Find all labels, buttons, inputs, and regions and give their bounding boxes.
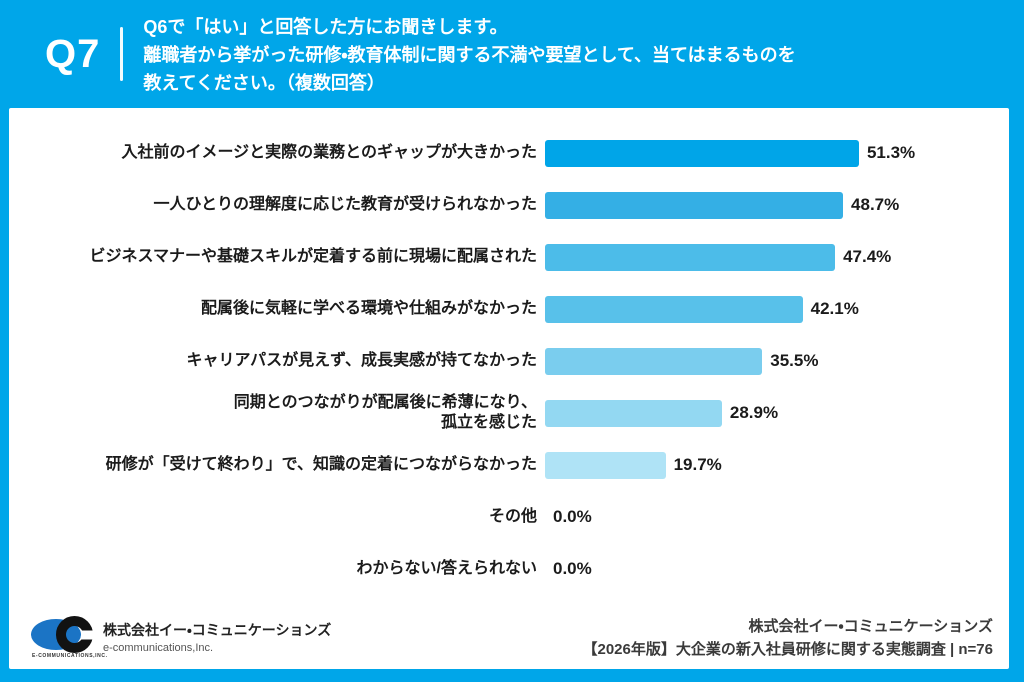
bar-area: 51.3% bbox=[545, 139, 1009, 167]
question-line-1: Q6で「はい」と回答した方にお聞きします。 bbox=[143, 17, 508, 37]
logo-company-name-jp: 株式会社イー・コミュニケーションズ bbox=[103, 622, 332, 638]
chart-row: 配属後に気軽に学べる環境や仕組みがなかった 42.1% bbox=[9, 283, 1009, 335]
category-label: ビジネスマナーや基礎スキルが定着する前に現場に配属された bbox=[89, 248, 537, 265]
value-label: 28.9% bbox=[729, 403, 779, 422]
bar-area: 0.0% bbox=[545, 556, 1009, 583]
category-label: 一人ひとりの理解度に応じた教育が受けられなかった bbox=[153, 196, 537, 213]
chart-row: 一人ひとりの理解度に応じた教育が受けられなかった 48.7% bbox=[9, 179, 1009, 231]
value-label: 0.0% bbox=[553, 559, 592, 578]
category-label: 入社前のイメージと実際の業務とのギャップが大きかった bbox=[121, 144, 537, 161]
chart-panel: 入社前のイメージと実際の業務とのギャップが大きかった 51.3% 一人ひとりの理… bbox=[9, 108, 1009, 669]
chart-row: キャリアパスが見えず、成長実感が持てなかった 35.5% bbox=[9, 335, 1009, 387]
question-header: Q7 Q6で「はい」と回答した方にお聞きします。 離職者から挙がった研修・教育体… bbox=[0, 0, 1024, 108]
survey-credit: 株式会社イー・コミュニケーションズ 【2026年版】大企業の新入社員研修に関する… bbox=[582, 615, 993, 661]
value-label: 47.4% bbox=[843, 247, 892, 266]
bar bbox=[545, 295, 803, 323]
question-line-2: 離職者から挙がった研修・教育体制に関する不満や要望として、当てはまるものを bbox=[143, 45, 796, 65]
value-label: 51.3% bbox=[866, 143, 916, 162]
chart-row: ビジネスマナーや基礎スキルが定着する前に現場に配属された 47.4% bbox=[9, 231, 1009, 283]
bar bbox=[545, 191, 844, 219]
logo-names: 株式会社イー・コミュニケーションズ e-communications,Inc. bbox=[103, 620, 331, 654]
chart-row: 同期とのつながりが配属後に希薄になり、 孤立を感じた 28.9% bbox=[9, 387, 1009, 439]
bar-chart: 入社前のイメージと実際の業務とのギャップが大きかった 51.3% 一人ひとりの理… bbox=[9, 108, 1009, 595]
bar-area: 48.7% bbox=[545, 191, 1009, 219]
category-label: 研修が「受けて終わり」で、知識の定着につながらなかった bbox=[105, 456, 537, 473]
category-label: キャリアパスが見えず、成長実感が持てなかった bbox=[186, 352, 537, 369]
value-label: 19.7% bbox=[673, 455, 722, 474]
logo-mark: E-COMMUNICATIONS,INC. bbox=[31, 615, 107, 659]
bar-area: 19.7% bbox=[545, 451, 1009, 479]
category-label: 配属後に気軽に学べる環境や仕組みがなかった bbox=[200, 300, 537, 317]
bar bbox=[545, 243, 836, 271]
chart-row: 入社前のイメージと実際の業務とのギャップが大きかった 51.3% bbox=[9, 127, 1009, 179]
company-logo: E-COMMUNICATIONS,INC. 株式会社イー・コミュニケーションズ … bbox=[31, 615, 331, 661]
footer: E-COMMUNICATIONS,INC. 株式会社イー・コミュニケーションズ … bbox=[31, 615, 993, 661]
value-label: 48.7% bbox=[851, 195, 900, 214]
bar-area: 42.1% bbox=[545, 295, 1009, 323]
logo-c-icon bbox=[56, 616, 93, 653]
credit-company: 株式会社イー・コミュニケーションズ bbox=[748, 618, 993, 635]
value-label: 35.5% bbox=[770, 351, 819, 370]
bar-area: 35.5% bbox=[545, 347, 1009, 375]
category-label: その他 bbox=[488, 508, 537, 525]
bar bbox=[545, 451, 666, 479]
question-line-3: 教えてください。（複数回答） bbox=[143, 73, 385, 93]
chart-row: 研修が「受けて終わり」で、知識の定着につながらなかった 19.7% bbox=[9, 439, 1009, 491]
chart-row: その他 0.0% bbox=[9, 491, 1009, 543]
bar bbox=[545, 139, 859, 167]
logo-company-name-en: e-communications,Inc. bbox=[103, 642, 214, 654]
bar-area: 28.9% bbox=[545, 399, 1009, 427]
logo-caption: E-COMMUNICATIONS,INC. bbox=[32, 653, 108, 659]
category-label: わからない/答えられない bbox=[356, 560, 537, 577]
question-number: Q7 bbox=[45, 32, 101, 76]
bar-area: 0.0% bbox=[545, 504, 1009, 531]
question-text: Q6で「はい」と回答した方にお聞きします。 離職者から挙がった研修・教育体制に関… bbox=[143, 11, 795, 97]
value-label: 0.0% bbox=[553, 507, 592, 526]
bar bbox=[545, 347, 763, 375]
category-label: 同期とのつながりが配属後に希薄になり、 孤立を感じた bbox=[233, 394, 537, 431]
credit-survey-title: 【2026年版】大企業の新入社員研修に関する実態調査 | n=76 bbox=[582, 641, 993, 658]
bar bbox=[545, 399, 722, 427]
bar-area: 47.4% bbox=[545, 243, 1009, 271]
value-label: 42.1% bbox=[810, 299, 859, 318]
chart-row: わからない/答えられない 0.0% bbox=[9, 543, 1009, 595]
header-divider bbox=[120, 27, 124, 81]
